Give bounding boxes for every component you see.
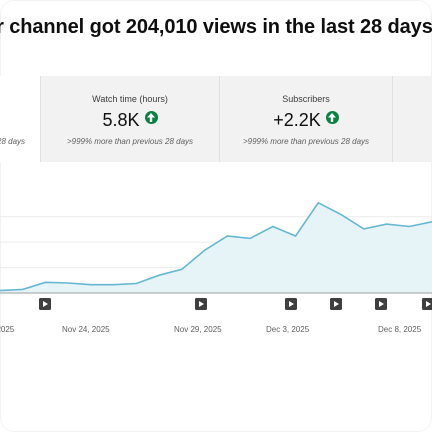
x-tick-label: , 2025 (0, 325, 15, 334)
metric-label: Watch time (hours) (92, 94, 168, 104)
video-marker[interactable] (195, 298, 207, 310)
tab-views[interactable]: 28 days (0, 76, 40, 162)
chart-area (0, 202, 432, 293)
metric-value: 5.8K (102, 110, 140, 130)
play-icon (289, 301, 294, 307)
page-title: ur channel got 204,010 views in the last… (0, 16, 432, 38)
x-tick-label: Dec 8, 2025 (378, 325, 422, 334)
x-tick-label: Nov 24, 2025 (62, 325, 110, 334)
video-marker[interactable] (330, 298, 342, 310)
metric-note: 28 days (0, 137, 26, 146)
metric-tabs: 28 days Watch time (hours) 5.8K >999% mo… (0, 76, 432, 162)
video-marker[interactable] (375, 298, 387, 310)
play-icon (426, 301, 431, 307)
metric-value-row: +2.2K (220, 110, 392, 131)
arrow-up-icon (144, 111, 158, 124)
video-marker[interactable] (422, 298, 432, 310)
play-icon (43, 301, 48, 307)
metric-note: >999% more than previous 28 days (242, 137, 370, 146)
video-marker[interactable] (39, 298, 51, 310)
play-icon (199, 301, 204, 307)
x-tick-label: Nov 29, 2025 (174, 325, 222, 334)
arrow-up-icon (325, 111, 339, 124)
tab-divider (219, 76, 220, 162)
tab-watch-time[interactable]: Watch time (hours) 5.8K >999% more than … (41, 76, 219, 162)
play-icon (379, 301, 384, 307)
metric-value: +2.2K (273, 110, 321, 130)
tab-next-metric[interactable] (393, 76, 432, 162)
play-icon (334, 301, 339, 307)
metric-label: Subscribers (282, 94, 330, 104)
tab-subscribers[interactable]: Subscribers +2.2K >999% more than previo… (220, 76, 392, 162)
x-tick-label: Dec 3, 2025 (266, 325, 310, 334)
metric-note: >999% more than previous 28 days (66, 137, 194, 146)
views-chart: , 2025 Nov 24, 2025 Nov 29, 2025 Dec 3, 202… (0, 201, 432, 334)
chart-line (0, 201, 432, 292)
metric-value-row: 5.8K (41, 110, 219, 131)
tab-divider (392, 76, 393, 162)
video-marker[interactable] (285, 298, 297, 310)
tab-divider (40, 76, 41, 162)
